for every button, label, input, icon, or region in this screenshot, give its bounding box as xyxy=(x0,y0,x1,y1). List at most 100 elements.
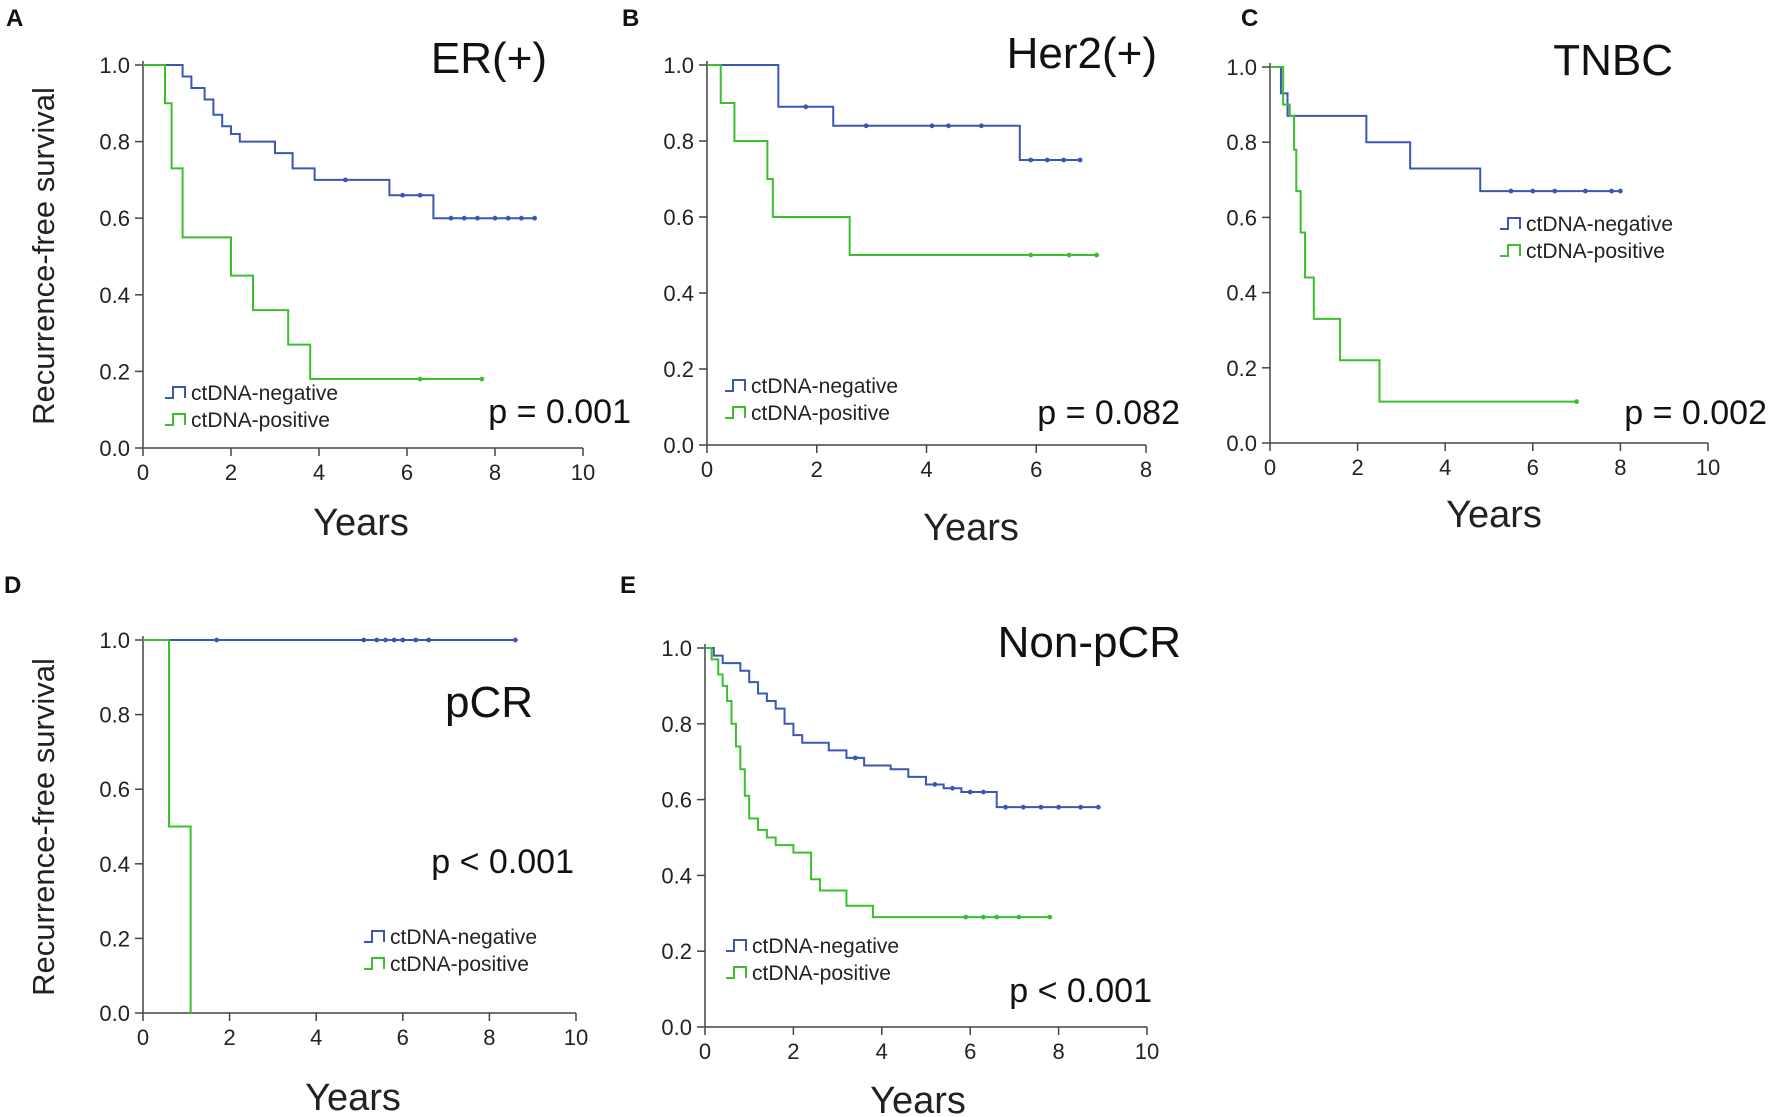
y-tick-label: 0.0 xyxy=(1226,431,1257,456)
x-tick-label: 10 xyxy=(571,460,595,485)
censor-mark xyxy=(400,192,405,198)
y-tick-label: 0.4 xyxy=(661,863,692,888)
x-tick-label: 4 xyxy=(313,460,325,485)
censor-mark xyxy=(803,104,809,110)
censor-mark xyxy=(1047,914,1053,920)
x-tick-label: 6 xyxy=(401,460,413,485)
x-tick-label: 6 xyxy=(964,1039,976,1064)
subgroup-title: Her2(+) xyxy=(1007,29,1157,78)
x-tick-label: 2 xyxy=(787,1039,799,1064)
legend-swatch xyxy=(165,386,186,399)
ctdna-positive-curve xyxy=(1270,66,1577,403)
censor-mark xyxy=(929,123,935,129)
ctdna-negative-curve xyxy=(705,647,1099,809)
censor-mark xyxy=(505,215,511,221)
censor-mark xyxy=(1061,157,1067,163)
subgroup-title: pCR xyxy=(445,678,533,727)
y-tick-label: 0.0 xyxy=(661,1015,692,1040)
x-axis-title: Years xyxy=(923,507,1019,549)
y-tick-label: 1.0 xyxy=(1226,55,1257,80)
y-tick-label: 1.0 xyxy=(99,628,130,653)
legend-label: ctDNA-positive xyxy=(751,402,890,425)
y-tick-label: 0.2 xyxy=(661,939,692,964)
x-axis-title: Years xyxy=(870,1080,966,1117)
censor-mark xyxy=(1094,252,1100,258)
y-tick-label: 0.8 xyxy=(1226,130,1257,155)
censor-mark xyxy=(963,914,969,920)
p-value-label: p = 0.001 xyxy=(488,393,631,431)
x-tick-label: 8 xyxy=(1052,1039,1064,1064)
y-tick-label: 0.2 xyxy=(663,357,694,382)
censor-mark xyxy=(413,637,419,643)
censor-mark xyxy=(1056,804,1061,810)
censor-mark xyxy=(1574,399,1579,405)
censor-mark xyxy=(383,637,388,643)
censor-mark xyxy=(1003,804,1008,810)
ctdna-positive-curve xyxy=(705,647,1050,919)
censor-mark xyxy=(932,782,938,787)
x-tick-label: 8 xyxy=(489,460,501,485)
panel-a: A 0.0 0.2 0.4 0.6 0.8 1.0 0 2 4 6 8 10 Years Recurrenc… xyxy=(6,5,631,544)
censor-mark xyxy=(994,914,1000,920)
legend-swatch xyxy=(1500,217,1521,230)
x-tick-label: 2 xyxy=(223,1025,235,1050)
subgroup-title: ER(+) xyxy=(431,34,547,83)
censor-mark xyxy=(1552,188,1558,194)
ctdna-negative-curve xyxy=(707,64,1081,161)
x-tick-label: 6 xyxy=(1527,455,1539,480)
x-tick-label: 10 xyxy=(1696,455,1720,480)
y-tick-label: 0.8 xyxy=(661,712,692,737)
censor-mark xyxy=(981,914,986,920)
legend-label: ctDNA-negative xyxy=(751,375,898,398)
legend-label: ctDNA-negative xyxy=(390,926,537,949)
p-value-label: p < 0.001 xyxy=(431,843,574,881)
censor-mark xyxy=(1618,188,1623,194)
x-tick-label: 0 xyxy=(137,1025,149,1050)
x-tick-label: 8 xyxy=(1140,457,1152,482)
censor-mark xyxy=(448,215,454,221)
y-tick-label: 0.4 xyxy=(99,852,130,877)
censor-mark xyxy=(1016,914,1022,920)
ctdna-negative-curve xyxy=(1270,66,1621,193)
y-tick-label: 0.6 xyxy=(663,205,694,230)
y-axis-title: Recurrence-free survival xyxy=(26,658,61,996)
censor-mark xyxy=(475,215,480,221)
y-tick-label: 0.6 xyxy=(99,777,130,802)
p-value-label: p < 0.001 xyxy=(1009,972,1152,1010)
y-tick-label: 0.8 xyxy=(663,129,694,154)
x-tick-label: 0 xyxy=(701,457,713,482)
y-tick-label: 0.4 xyxy=(99,283,130,308)
x-axis-title: Years xyxy=(313,502,409,544)
legend-label: ctDNA-positive xyxy=(1526,240,1665,263)
x-tick-label: 4 xyxy=(1439,455,1451,480)
panel-letter: E xyxy=(620,572,636,599)
censor-mark xyxy=(852,755,858,761)
x-tick-label: 0 xyxy=(1264,455,1276,480)
x-tick-label: 6 xyxy=(1030,457,1042,482)
censor-mark xyxy=(361,637,367,643)
censor-mark xyxy=(374,637,380,643)
censor-mark xyxy=(946,123,951,129)
y-tick-label: 0.8 xyxy=(99,703,130,728)
ctdna-positive-curve xyxy=(707,64,1097,256)
censor-mark xyxy=(1077,157,1083,163)
legend-swatch xyxy=(726,966,747,979)
x-tick-label: 8 xyxy=(483,1025,495,1050)
censor-mark xyxy=(950,785,955,791)
legend-label: ctDNA-negative xyxy=(191,382,338,405)
censor-mark xyxy=(967,789,973,795)
censor-mark xyxy=(1044,157,1050,163)
panel-letter: A xyxy=(6,5,23,32)
censor-mark xyxy=(461,215,467,221)
y-tick-label: 0.6 xyxy=(99,206,130,231)
p-value-label: p = 0.082 xyxy=(1037,394,1180,432)
censor-mark xyxy=(417,192,423,198)
censor-mark xyxy=(479,376,485,382)
subgroup-title: TNBC xyxy=(1553,36,1673,85)
censor-mark xyxy=(214,637,220,643)
x-tick-label: 0 xyxy=(699,1039,711,1064)
x-tick-label: 4 xyxy=(920,457,932,482)
y-tick-label: 0.2 xyxy=(99,926,130,951)
legend-swatch xyxy=(165,413,186,426)
legend-swatch xyxy=(725,379,746,392)
